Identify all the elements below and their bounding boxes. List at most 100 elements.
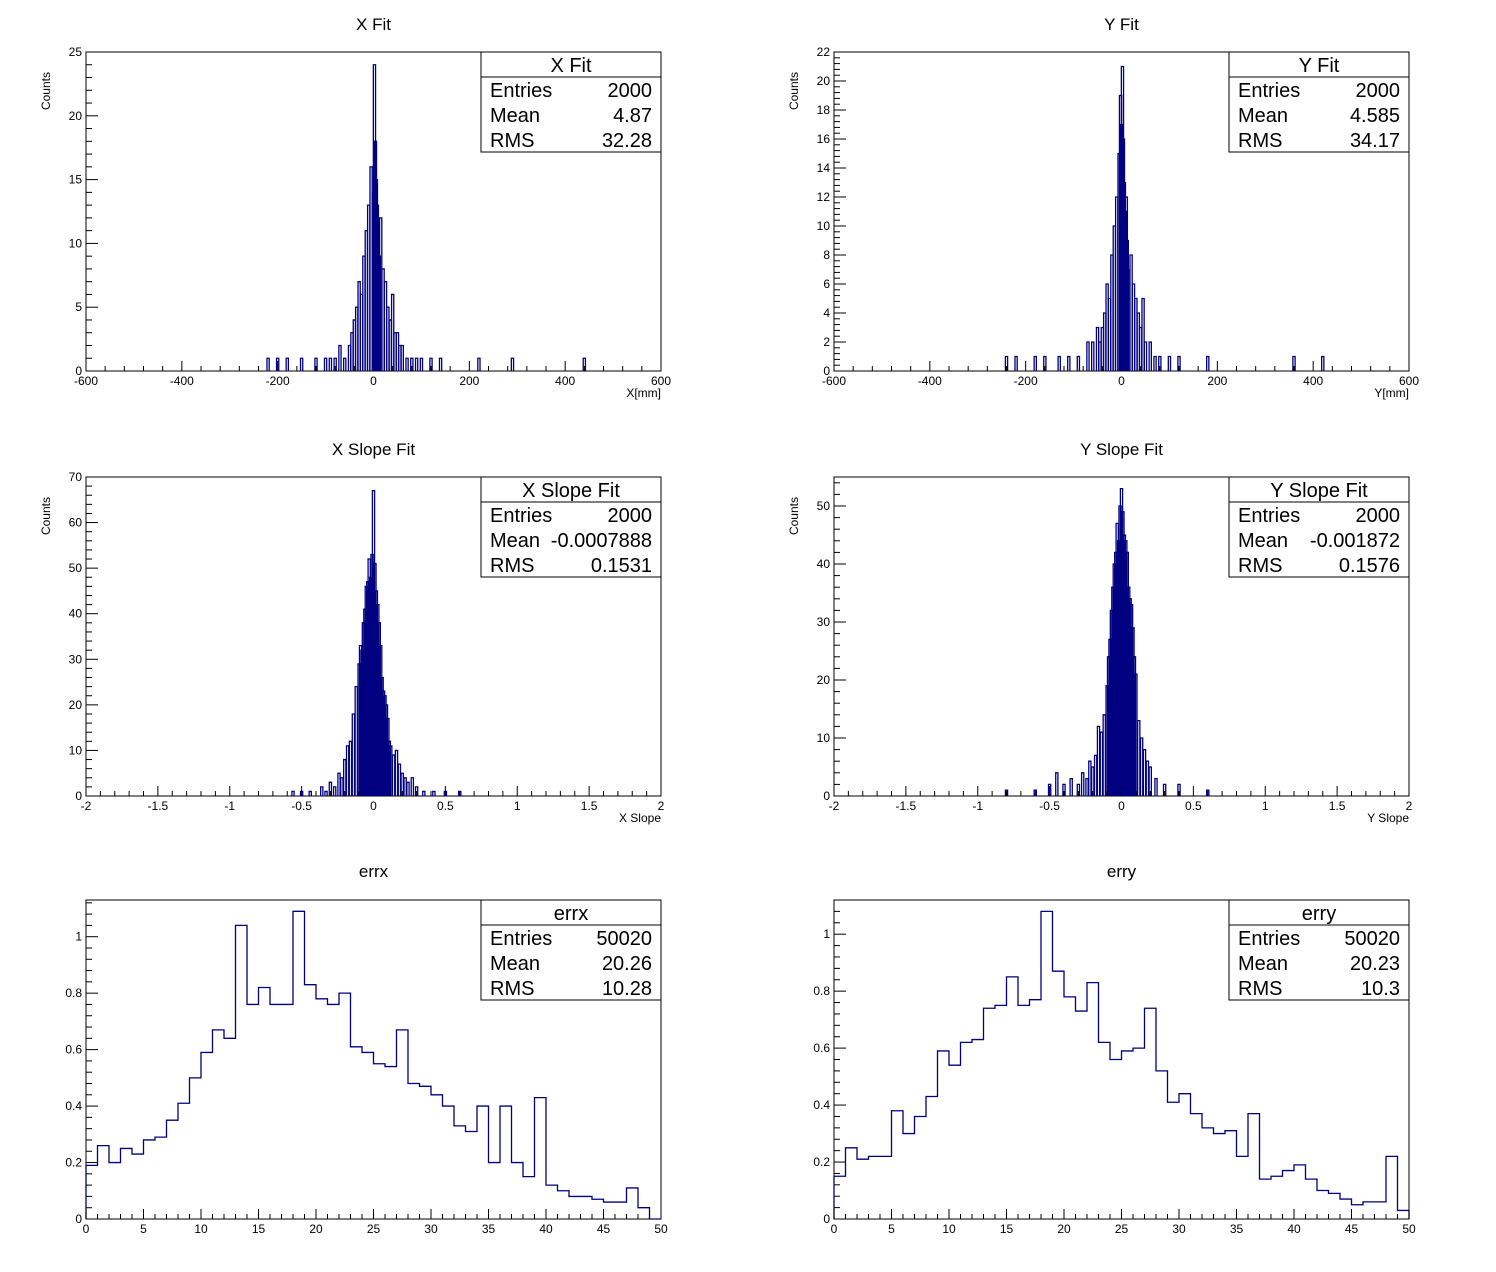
histogram-bin [582, 357, 587, 371]
y-tick-label: 0.6 [65, 1043, 82, 1057]
stats-row-value: -0.001872 [1310, 530, 1400, 552]
y-tick-label: 5 [75, 300, 82, 314]
stats-row-label: Mean [1238, 530, 1288, 552]
x-tick-label: -1.5 [896, 799, 917, 813]
x-tick-label: 10 [942, 1222, 956, 1236]
histogram-bin [438, 357, 443, 371]
stats-row-value: 32.28 [602, 130, 652, 152]
x-tick-label: 0 [831, 1222, 838, 1236]
histogram-bin [1076, 355, 1081, 371]
y-tick-label: 0 [823, 364, 830, 378]
histogram-bin [414, 786, 419, 796]
histogram-bin [1292, 355, 1296, 371]
histogram-bin [1125, 551, 1129, 796]
stats-title: erry [1302, 903, 1336, 925]
histogram-bin [1119, 487, 1124, 796]
histogram-bin [376, 603, 380, 796]
histogram-bin [1004, 789, 1009, 796]
histogram-bin [1177, 355, 1181, 371]
x-tick-label: 1.5 [1329, 799, 1346, 813]
histogram-bin [406, 781, 410, 796]
stats-row-label: Mean [1238, 953, 1288, 975]
y-tick-label: 4 [823, 306, 830, 320]
x-tick-label: 2 [658, 799, 665, 813]
y-tick-label: 25 [69, 45, 83, 59]
y-tick-label: 12 [817, 190, 831, 204]
y-tick-label: 40 [69, 607, 83, 621]
x-tick-label: 0.5 [437, 799, 454, 813]
histogram-bin [381, 690, 386, 796]
y-tick-label: 10 [69, 236, 83, 250]
y-tick-label: 0 [823, 1212, 830, 1226]
y-axis-label: Counts [39, 497, 53, 535]
y-tick-label: 0 [823, 789, 830, 803]
histogram-bin [348, 740, 353, 796]
histogram-bin [328, 357, 333, 371]
stats-row-value: 4.585 [1350, 105, 1400, 127]
histogram-bin [351, 713, 356, 796]
histogram-bin [432, 790, 436, 796]
x-tick-label: 1 [1262, 799, 1269, 813]
histogram-bin [383, 695, 387, 796]
histogram-bin [1093, 754, 1098, 796]
y-tick-label: 20 [69, 698, 83, 712]
stats-row-value: 2000 [608, 505, 653, 527]
x-tick-label: 30 [1172, 1222, 1186, 1236]
stats-row-value: 10.3 [1361, 978, 1400, 1000]
histogram-bin [1062, 783, 1066, 796]
stats-row-value: 50020 [1344, 928, 1400, 950]
y-axis-label: Counts [787, 72, 801, 110]
histogram-bin [429, 357, 433, 371]
stats-row-value: 2000 [1356, 80, 1401, 102]
x-tick-label: 50 [654, 1222, 668, 1236]
x-tick-label: 25 [367, 1222, 381, 1236]
histogram-bin [345, 745, 350, 796]
y-tick-label: 50 [817, 499, 831, 513]
histogram-bin [477, 357, 481, 371]
histogram-bin [1143, 341, 1148, 371]
y-tick-label: 18 [817, 103, 831, 117]
histogram-bin [1085, 777, 1089, 796]
x-axis-label: Y[mm] [1374, 386, 1409, 400]
chart-title: Y Fit [1104, 15, 1139, 34]
histogram-series [1004, 65, 1325, 371]
histogram-bin [1088, 760, 1092, 796]
chart-panel: X Slope Fit-2 -1.5 -1 -0.5 0 0.5 1 1.5 201020304… [39, 440, 665, 825]
x-axis-label: X[mm] [626, 386, 661, 400]
histogram-bin [1102, 714, 1106, 796]
histogram-bin [340, 777, 344, 796]
stats-row-label: RMS [1238, 978, 1282, 1000]
histogram-bin [338, 344, 342, 371]
chart-panel: X Fit -600 -400 -200 0 200 400 600 0 5 10 15 20 25 X[m… [39, 15, 671, 400]
y-tick-label: 30 [69, 652, 83, 666]
stats-row-value: 34.17 [1350, 130, 1400, 152]
x-tick-label: 1.5 [581, 799, 598, 813]
histogram-bin [337, 772, 341, 796]
y-tick-label: 70 [69, 470, 83, 484]
histogram-bin [1080, 772, 1085, 796]
histogram-bin [1145, 760, 1150, 796]
x-tick-label: 0 [1118, 799, 1125, 813]
histogram-series [833, 910, 1410, 1219]
x-tick-label: 35 [1230, 1222, 1244, 1236]
y-tick-label: 0.2 [813, 1155, 830, 1169]
histogram-bin [1142, 748, 1147, 796]
stats-title: Y Slope Fit [1270, 480, 1368, 502]
y-tick-label: 0 [75, 1212, 82, 1226]
histogram-bin [1033, 789, 1037, 796]
histogram-bin [384, 704, 389, 796]
stats-row-value: 0.1531 [591, 555, 652, 577]
stats-box [480, 51, 662, 153]
histogram-bin [291, 790, 295, 796]
histogram-bin [1086, 341, 1090, 371]
x-tick-label: 600 [651, 374, 671, 388]
y-tick-label: 0.8 [65, 986, 82, 1000]
stats-row-label: RMS [490, 555, 534, 577]
histogram-bin [422, 790, 426, 796]
histogram-bin [1137, 719, 1141, 796]
histogram-bin [1099, 731, 1104, 796]
x-tick-label: 15 [252, 1222, 266, 1236]
histogram-bin [323, 357, 328, 371]
stats-row-label: RMS [1238, 555, 1282, 577]
